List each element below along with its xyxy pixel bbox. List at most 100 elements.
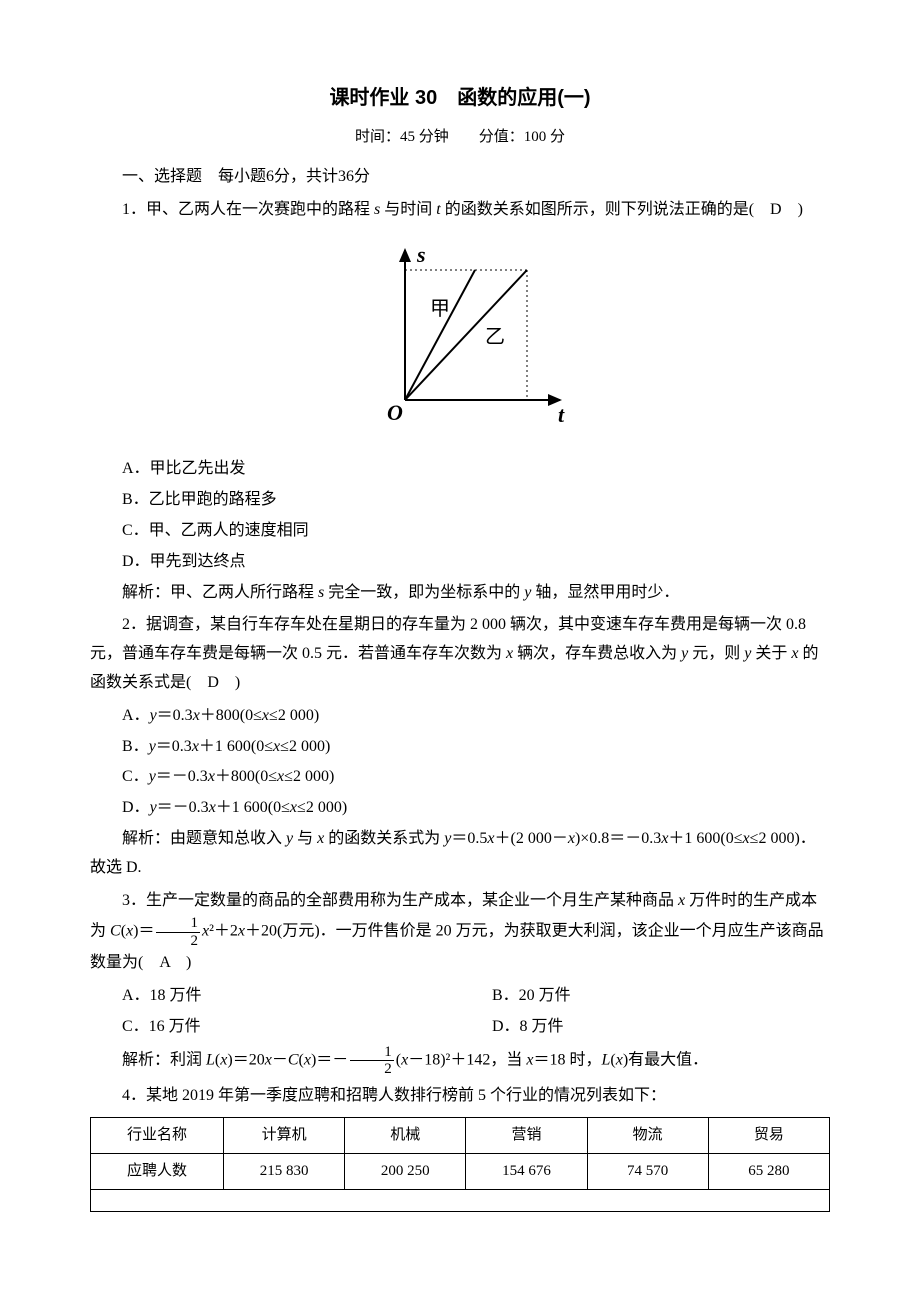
q3-frac1-num: 1 <box>156 915 200 933</box>
q2-exp-c: 的函数关系式为 <box>324 830 444 847</box>
q2-optD-a: D． <box>122 799 150 816</box>
svg-text:s: s <box>416 242 426 267</box>
svg-text:t: t <box>558 402 565 427</box>
table-cell: 74 570 <box>587 1153 708 1189</box>
q3-var-x3: x <box>202 923 209 940</box>
q2-optC-b: ＝－0.3 <box>156 768 208 785</box>
svg-text:O: O <box>387 400 403 425</box>
table-cell: 215 830 <box>224 1153 345 1189</box>
q2-exp-e: ＋(2 000－ <box>495 830 568 847</box>
q3-explain: 解析：利润 L(x)＝20x－C(x)＝－12(x－18)²＋142，当 x＝1… <box>90 1044 830 1078</box>
q2-exp-f: )×0.8＝－0.3 <box>575 830 661 847</box>
table-cell: 200 250 <box>345 1153 466 1189</box>
q3-frac1: 12 <box>156 915 200 949</box>
q1-optC: C．甲、乙两人的速度相同 <box>90 517 830 546</box>
q2-optA-y: y <box>150 707 157 724</box>
table-cell: 65 280 <box>708 1153 829 1189</box>
svg-text:乙: 乙 <box>485 326 505 348</box>
q2-optD-x: x <box>209 799 216 816</box>
q2-optB-y: y <box>149 738 156 755</box>
q1-chart-svg: s t O 甲乙 <box>345 235 575 435</box>
q1-exp-b: 完全一致，即为坐标系中的 <box>324 584 524 601</box>
table-header-cell: 行业名称 <box>91 1117 224 1153</box>
q3-exp-x3: x <box>304 1051 311 1068</box>
q1-optA: A．甲比乙先出发 <box>90 455 830 484</box>
q3-var-C: C <box>110 923 121 940</box>
q2-exp-a: 解析：由题意知总收入 <box>122 830 286 847</box>
q3-optB: B．20 万件 <box>460 982 830 1011</box>
q2-optB-x: x <box>192 738 199 755</box>
q3-stem: 3．生产一定数量的商品的全部费用称为生产成本，某企业一个月生产某种商品 x 万件… <box>90 887 830 979</box>
q3-exp-h: －18)²＋142，当 <box>408 1051 526 1068</box>
q2-optA: A．y＝0.3x＋800(0≤x≤2 000) <box>90 702 830 731</box>
section-header: 一、选择题 每小题6分，共计36分 <box>90 163 830 192</box>
q3-text-e: ²＋2 <box>209 923 238 940</box>
q2-stem: 2．据调查，某自行车存车处在星期日的存车量为 2 000 辆次，其中变速车存车费… <box>90 611 830 697</box>
q2-exp-g: ＋1 600(0≤ <box>668 830 742 847</box>
q3-var-x4: x <box>238 923 245 940</box>
q2-optD-x2: x <box>290 799 297 816</box>
table-cell: 应聘人数 <box>91 1153 224 1189</box>
q2-text-d: 关于 <box>751 645 791 662</box>
q4-table: 行业名称计算机机械营销物流贸易应聘人数215 830200 250154 676… <box>90 1117 830 1212</box>
q2-optA-b: ＝0.3 <box>157 707 193 724</box>
page-title: 课时作业 30 函数的应用(一) <box>90 80 830 116</box>
q2-optC-x: x <box>208 768 215 785</box>
q1-text-a: 1．甲、乙两人在一次赛跑中的路程 <box>122 201 374 218</box>
q1-optD: D．甲先到达终点 <box>90 548 830 577</box>
q2-optB-a: B． <box>122 738 149 755</box>
q2-optB-d: ≤2 000) <box>280 738 330 755</box>
q3-text-a: 3．生产一定数量的商品的全部费用称为生产成本，某企业一个月生产某种商品 <box>122 892 678 909</box>
subtitle: 时间：45 分钟 分值：100 分 <box>90 124 830 151</box>
q3-exp-L: L <box>206 1051 215 1068</box>
q2-var-x2: x <box>791 645 798 662</box>
q1-exp-a: 解析：甲、乙两人所行路程 <box>122 584 318 601</box>
q2-optB-b: ＝0.3 <box>156 738 192 755</box>
q2-optC-a: C． <box>122 768 149 785</box>
q3-exp-f: )＝－ <box>311 1051 348 1068</box>
q3-exp-i: ＝18 时， <box>533 1051 601 1068</box>
q2-optB: B．y＝0.3x＋1 600(0≤x≤2 000) <box>90 733 830 762</box>
q2-text-b: 辆次，存车费总收入为 <box>513 645 681 662</box>
q1-text-c: 的函数关系如图所示，则下列说法正确的是( D ) <box>441 201 803 218</box>
q2-exp-d: ＝0.5 <box>451 830 487 847</box>
q2-exp-x3: x <box>568 830 575 847</box>
table-cell: 154 676 <box>466 1153 587 1189</box>
q1-exp-c: 轴，显然甲用时少． <box>531 584 679 601</box>
q1-stem: 1．甲、乙两人在一次赛跑中的路程 s 与时间 t 的函数关系如图所示，则下列说法… <box>90 196 830 225</box>
q3-exp-c: )＝20 <box>227 1051 264 1068</box>
q2-optD-b: ＝－0.3 <box>157 799 209 816</box>
table-header-cell: 计算机 <box>224 1117 345 1153</box>
q2-optA-x: x <box>193 707 200 724</box>
q1-text-b: 与时间 <box>380 201 436 218</box>
q2-optA-d: ≤2 000) <box>269 707 319 724</box>
q2-exp-x2: x <box>487 830 494 847</box>
q3-exp-a: 解析：利润 <box>122 1051 206 1068</box>
q3-optD: D．8 万件 <box>460 1013 830 1042</box>
q3-optC: C．16 万件 <box>90 1013 460 1042</box>
q2-optA-c: ＋800(0≤ <box>200 707 262 724</box>
q3-exp-k: )有最大值． <box>623 1051 708 1068</box>
q2-text-c: 元，则 <box>688 645 744 662</box>
q2-optC-y: y <box>149 768 156 785</box>
q2-optD: D．y＝－0.3x＋1 600(0≤x≤2 000) <box>90 794 830 823</box>
q3-frac2: 12 <box>350 1044 394 1078</box>
q1-chart: s t O 甲乙 <box>90 235 830 446</box>
table-header-cell: 贸易 <box>708 1117 829 1153</box>
q3-row1: A．18 万件 B．20 万件 <box>90 982 830 1013</box>
q3-frac2-num: 1 <box>350 1044 394 1062</box>
q2-optC: C．y＝－0.3x＋800(0≤x≤2 000) <box>90 763 830 792</box>
q3-frac1-den: 2 <box>156 933 200 950</box>
q2-explain: 解析：由题意知总收入 y 与 x 的函数关系式为 y＝0.5x＋(2 000－x… <box>90 825 830 883</box>
table-header-cell: 机械 <box>345 1117 466 1153</box>
q2-optB-c: ＋1 600(0≤ <box>199 738 273 755</box>
q4-stem: 4．某地 2019 年第一季度应聘和招聘人数排行榜前 5 个行业的情况列表如下： <box>90 1082 830 1111</box>
q2-optD-c: ＋1 600(0≤ <box>216 799 290 816</box>
q2-exp-x5: x <box>743 830 750 847</box>
q3-text-f: ＋20(万元)．一万件售价是 20 万元，为获取更大利润，该企业一个月应生产该商… <box>90 923 824 971</box>
q3-optA: A．18 万件 <box>90 982 460 1011</box>
svg-text:甲: 甲 <box>430 298 450 320</box>
table-header-cell: 营销 <box>466 1117 587 1153</box>
table-header-cell: 物流 <box>587 1117 708 1153</box>
q3-exp-d: － <box>272 1051 288 1068</box>
